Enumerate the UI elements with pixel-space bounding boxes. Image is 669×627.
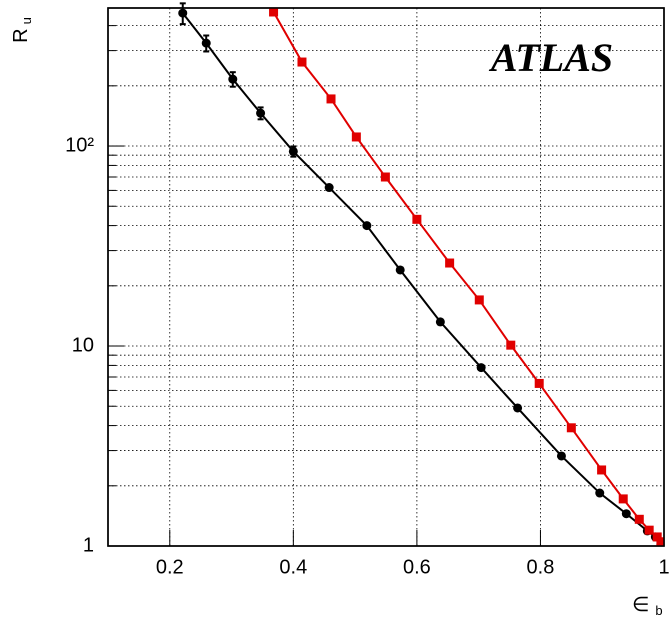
marker (412, 214, 422, 224)
x-tick-label: 0.4 (279, 556, 307, 578)
marker (324, 183, 334, 193)
marker (506, 340, 516, 350)
marker (595, 488, 605, 498)
marker (513, 403, 523, 413)
marker (556, 451, 566, 461)
x-tick-label: 0.8 (527, 556, 555, 578)
marker (597, 465, 607, 475)
x-label-main: ∈ (632, 594, 649, 616)
marker (256, 108, 266, 118)
plot-frame (107, 7, 665, 547)
marker (634, 514, 644, 524)
marker (288, 146, 298, 156)
marker (362, 221, 372, 231)
y-tick-label: 10² (65, 134, 94, 156)
marker (476, 363, 486, 373)
marker (351, 132, 361, 142)
x-tick-label: 0.6 (403, 556, 431, 578)
marker (269, 8, 279, 17)
marker (652, 532, 662, 542)
marker (566, 423, 576, 433)
plot-frame (107, 7, 665, 547)
x-label-sub: b (655, 603, 662, 618)
y-label-sub: u (19, 17, 34, 24)
marker (395, 265, 405, 275)
marker (621, 509, 631, 519)
y-label-main: R (10, 28, 32, 42)
marker (178, 8, 188, 18)
marker (474, 295, 484, 305)
marker (445, 258, 455, 268)
y-tick-label: 1 (83, 534, 94, 556)
marker (380, 172, 390, 182)
x-axis-label: ∈ b (632, 594, 663, 618)
marker (326, 94, 336, 104)
marker (297, 57, 307, 67)
y-tick-label: 10 (72, 334, 94, 356)
marker (201, 38, 211, 48)
x-tick-label: 1 (658, 556, 669, 578)
marker (644, 525, 654, 535)
y-axis-label: Ru (10, 17, 34, 43)
marker (534, 378, 544, 388)
marker (228, 74, 238, 84)
x-tick-label: 0.2 (156, 556, 184, 578)
marker (656, 537, 664, 546)
marker (618, 494, 628, 504)
atlas-label: ATLAS (488, 35, 613, 80)
marker (435, 317, 445, 327)
